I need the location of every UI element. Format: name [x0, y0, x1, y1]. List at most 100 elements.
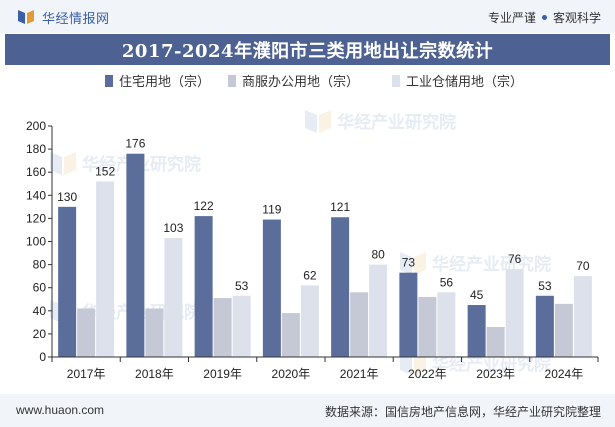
bar[interactable] — [300, 285, 319, 357]
watermark-text: 华经产业研究院 — [432, 254, 551, 274]
brand[interactable]: 华经情报网 — [16, 8, 110, 26]
x-tick-label: 2019年 — [203, 367, 242, 381]
watermark: 华经产业研究院 — [400, 252, 551, 275]
footer-source: 数据来源：国信房地产信息网，华经产业研究院整理 — [324, 405, 601, 419]
data-label: 53 — [538, 279, 552, 293]
y-tick-label: 140 — [26, 188, 46, 202]
footer-site[interactable]: www.huaon.com — [16, 403, 105, 417]
y-tick-label: 40 — [33, 304, 47, 318]
bar[interactable] — [145, 308, 164, 357]
watermark: 华经产业研究院 — [50, 152, 201, 175]
x-tick-label: 2023年 — [476, 367, 515, 381]
data-label: 130 — [57, 190, 77, 204]
data-label: 80 — [371, 248, 385, 262]
legend-label: 商服办公用地（宗） — [242, 74, 359, 89]
huajing-logo-icon — [18, 10, 34, 24]
y-tick-label: 0 — [39, 350, 46, 364]
bar[interactable] — [213, 298, 232, 357]
x-tick-label: 2018年 — [135, 367, 174, 381]
top-bar: 华经情报网 专业严谨 客观科学 — [0, 0, 615, 33]
legend-label: 工业仓储用地（宗） — [406, 74, 523, 89]
data-label: 53 — [235, 279, 249, 293]
data-label: 152 — [95, 164, 115, 178]
bar[interactable] — [369, 264, 388, 357]
bottom-bar: www.huaon.com 数据来源：国信房地产信息网，华经产业研究院整理 — [0, 394, 615, 427]
data-label: 62 — [303, 268, 317, 282]
bar[interactable] — [126, 153, 145, 357]
data-labels: 130 152 176 103 122 53 119 62 121 80 73 56 45 76 53 70 — [57, 137, 590, 302]
chart: 华经产业研究院华经产业研究院华经产业研究院华经产业研究院华经产业研究院 住宅用地… — [26, 74, 599, 381]
data-label: 119 — [262, 203, 281, 217]
y-tick-label: 100 — [26, 235, 46, 249]
watermark-logo-icon — [305, 110, 317, 133]
bar[interactable] — [418, 296, 437, 357]
y-tick-label: 60 — [33, 281, 47, 295]
bar[interactable] — [96, 181, 115, 357]
data-label: 103 — [163, 221, 183, 235]
watermark-logo-icon — [50, 152, 62, 175]
bar[interactable] — [505, 269, 524, 357]
watermark-logo-icon — [414, 352, 426, 375]
chart-title: 2017-2024年濮阳市三类用地出让宗数统计 — [121, 40, 494, 62]
y-tick-label: 200 — [26, 119, 46, 133]
y-tick-label: 160 — [26, 165, 46, 179]
watermark-logo-icon — [400, 252, 412, 275]
legend-label: 住宅用地（宗） — [119, 74, 210, 89]
data-label: 70 — [576, 259, 590, 273]
watermark-logo-icon — [64, 152, 76, 175]
bar[interactable] — [194, 216, 213, 357]
watermarks: 华经产业研究院华经产业研究院华经产业研究院华经产业研究院华经产业研究院 — [50, 110, 551, 375]
x-tick-label: 2021年 — [340, 367, 379, 381]
dot-icon — [541, 15, 547, 20]
watermark-logo-icon — [400, 352, 412, 375]
x-tick-label: 2017年 — [67, 367, 106, 381]
data-label: 76 — [508, 252, 522, 266]
legend-item[interactable]: 工业仓储用地（宗） — [392, 74, 523, 89]
y-tick-label: 180 — [26, 142, 46, 156]
y-axis: 0 20 40 60 80 100 120 140 160 180 200 — [26, 119, 53, 364]
x-tick-label: 2022年 — [408, 367, 447, 381]
x-axis: 2017年 2018年 2019年 2020年 2021年 2022年 2023年 2024年 — [51, 356, 599, 381]
bar[interactable] — [437, 292, 456, 357]
data-label: 121 — [330, 200, 350, 214]
bar[interactable] — [281, 313, 300, 357]
bar[interactable] — [554, 303, 573, 357]
data-label: 45 — [470, 288, 484, 302]
bar[interactable] — [77, 308, 96, 357]
legend-item[interactable]: 住宅用地（宗） — [105, 74, 210, 89]
bar[interactable] — [573, 276, 592, 357]
x-tick-label: 2020年 — [272, 367, 311, 381]
brand-name: 华经情报网 — [42, 10, 110, 26]
y-tick-label: 20 — [33, 327, 47, 341]
bar[interactable] — [535, 295, 554, 357]
data-label: 176 — [125, 137, 145, 151]
data-label: 122 — [194, 199, 214, 213]
bar[interactable] — [58, 206, 77, 357]
legend-swatch — [105, 75, 113, 87]
tagline-right: 客观科学 — [552, 11, 601, 25]
bar[interactable] — [467, 305, 486, 357]
watermark-text: 华经产业研究院 — [337, 112, 456, 132]
title-bar: 2017-2024年濮阳市三类用地出让宗数统计 — [5, 34, 610, 65]
tagline-left: 专业严谨 — [487, 11, 536, 25]
x-tick-label: 2024年 — [545, 367, 584, 381]
bar[interactable] — [350, 292, 369, 357]
data-label: 73 — [402, 256, 416, 270]
bar[interactable] — [486, 326, 505, 357]
y-tick-label: 120 — [26, 211, 46, 225]
data-label: 56 — [440, 275, 454, 289]
legend-swatch — [392, 75, 400, 87]
bar[interactable] — [262, 219, 281, 357]
legend-item[interactable]: 商服办公用地（宗） — [228, 74, 359, 89]
watermark: 华经产业研究院 — [305, 110, 456, 133]
watermark-logo-icon — [319, 110, 331, 133]
legend: 住宅用地（宗） 商服办公用地（宗） 工业仓储用地（宗） — [105, 74, 523, 89]
watermark-logo-icon — [414, 252, 426, 275]
bars — [58, 153, 592, 357]
bar[interactable] — [399, 272, 418, 357]
bar[interactable] — [164, 238, 183, 357]
tagline: 专业严谨 客观科学 — [488, 9, 601, 26]
bar[interactable] — [232, 295, 251, 357]
legend-swatch — [228, 75, 236, 87]
bar[interactable] — [331, 217, 350, 357]
